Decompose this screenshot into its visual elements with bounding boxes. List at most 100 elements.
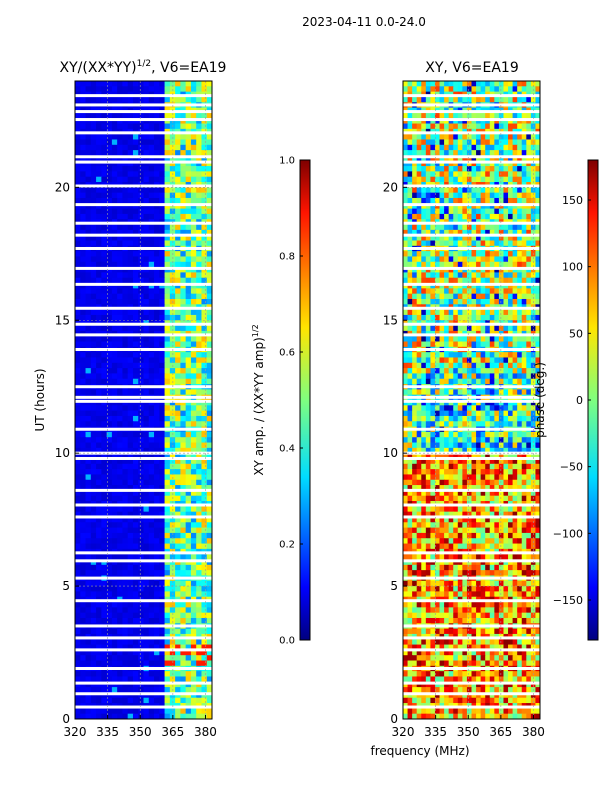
amplitude-heatmap-cell <box>111 314 118 321</box>
data-gap-stripe <box>75 160 212 164</box>
amplitude-heatmap-cell <box>206 139 212 146</box>
phase-heatmap-cell <box>498 112 505 119</box>
amplitude-heatmap-cell <box>111 400 118 406</box>
amplitude-heatmap-cell <box>175 123 181 130</box>
amplitude-heatmap-cell <box>164 86 171 93</box>
phase-heatmap-cell <box>471 171 477 178</box>
amplitude-heatmap-cell <box>111 506 118 513</box>
phase-heatmap-cell <box>494 86 500 93</box>
phase-heatmap-cell <box>403 160 409 167</box>
amplitude-heatmap-cell <box>201 644 208 651</box>
amplitude-heatmap-cell <box>122 421 129 428</box>
amplitude-heatmap-cell <box>117 559 124 566</box>
amplitude-heatmap-cell <box>159 474 166 481</box>
amplitude-heatmap-cell <box>206 511 212 518</box>
phase-heatmap-cell <box>407 123 413 130</box>
amplitude-heatmap-cell <box>175 325 181 332</box>
phase-heatmap-cell <box>466 251 473 258</box>
amplitude-heatmap-cell <box>138 251 145 258</box>
phase-heatmap-cell <box>412 272 418 279</box>
phase-heatmap-cell <box>448 86 454 93</box>
amplitude-heatmap-cell <box>143 506 150 513</box>
phase-heatmap-cell <box>476 352 482 359</box>
amplitude-heatmap-cell <box>75 155 81 162</box>
amplitude-heatmap-cell <box>106 532 113 539</box>
amplitude-heatmap-cell <box>185 213 192 220</box>
amplitude-heatmap-cell <box>190 240 197 247</box>
amplitude-heatmap-cell <box>148 511 155 518</box>
amplitude-heatmap-cell <box>75 543 81 550</box>
amplitude-heatmap-cell <box>117 261 124 268</box>
phase-heatmap-cell <box>430 139 436 146</box>
phase-heatmap-cell <box>403 309 409 316</box>
amplitude-heatmap-cell <box>169 197 176 204</box>
amplitude-heatmap-cell <box>154 644 160 651</box>
phase-heatmap-cell <box>494 96 500 103</box>
amplitude-heatmap-cell <box>201 474 208 481</box>
amplitude-heatmap-cell <box>106 261 113 268</box>
amplitude-heatmap-cell <box>80 639 87 646</box>
amplitude-heatmap-cell <box>164 272 171 279</box>
amplitude-heatmap-cell <box>127 713 134 719</box>
amplitude-heatmap-cell <box>75 586 81 592</box>
phase-heatmap-cell <box>412 288 418 295</box>
phase-heatmap-cell <box>512 229 518 236</box>
amplitude-heatmap-cell <box>117 150 124 157</box>
amplitude-heatmap-cell <box>175 580 181 587</box>
amplitude-heatmap-cell <box>201 235 208 242</box>
amplitude-heatmap-cell <box>143 256 150 263</box>
amplitude-heatmap-cell <box>101 96 108 103</box>
phase-heatmap-cell <box>476 160 482 167</box>
amplitude-heatmap-cell <box>138 554 145 561</box>
amplitude-heatmap-cell <box>85 570 92 577</box>
amplitude-heatmap-cell <box>90 197 97 204</box>
phase-heatmap-cell <box>503 357 509 364</box>
amplitude-heatmap-cell <box>106 697 113 704</box>
amplitude-heatmap-cell <box>190 543 197 550</box>
amplitude-heatmap-cell <box>127 118 134 125</box>
amplitude-heatmap-cell <box>85 516 92 523</box>
phase-heatmap-cell <box>457 357 463 364</box>
amplitude-heatmap-cell <box>159 112 166 119</box>
phase-heatmap-cell <box>535 166 540 172</box>
amplitude-heatmap-cell <box>138 681 145 688</box>
amplitude-heatmap-cell <box>111 118 118 125</box>
amplitude-heatmap-cell <box>180 527 187 534</box>
amplitude-heatmap-cell <box>117 309 124 316</box>
phase-heatmap-cell <box>466 235 473 242</box>
phase-heatmap-cell <box>498 389 505 396</box>
amplitude-heatmap-cell <box>122 197 129 204</box>
amplitude-heatmap-cell <box>180 240 187 247</box>
amplitude-heatmap-cell <box>80 405 87 412</box>
amplitude-heatmap-cell <box>159 155 166 162</box>
phase-heatmap-cell <box>498 341 505 348</box>
phase-heatmap-cell <box>462 341 468 348</box>
phase-heatmap-cell <box>421 86 427 93</box>
phase-heatmap-cell <box>416 251 422 258</box>
amplitude-heatmap-cell <box>90 256 97 263</box>
amplitude-heatmap-cell <box>190 378 197 385</box>
amplitude-heatmap-cell <box>96 649 102 656</box>
phase-heatmap-cell <box>444 251 450 258</box>
amplitude-heatmap-cell <box>154 586 160 592</box>
amplitude-heatmap-cell <box>101 352 108 359</box>
amplitude-heatmap-cell <box>190 479 197 486</box>
amplitude-heatmap-cell <box>180 559 187 566</box>
amplitude-heatmap-cell <box>96 134 102 141</box>
phase-heatmap-cell <box>407 277 413 284</box>
phase-heatmap-cell <box>425 314 431 321</box>
amplitude-heatmap-cell <box>196 144 203 151</box>
amplitude-heatmap-cell <box>143 543 150 550</box>
phase-heatmap-cell <box>434 373 441 380</box>
amplitude-heatmap-cell <box>196 479 203 486</box>
phase-heatmap-cell <box>444 86 450 93</box>
phase-heatmap-cell <box>535 112 540 119</box>
amplitude-heatmap-cell <box>185 96 192 103</box>
phase-heatmap-cell <box>512 240 518 247</box>
phase-heatmap-cell <box>489 192 495 199</box>
phase-heatmap-cell <box>412 134 418 141</box>
phase-heatmap-cell <box>512 235 518 242</box>
amplitude-heatmap-cell <box>206 415 212 422</box>
amplitude-heatmap-cell <box>148 527 155 534</box>
